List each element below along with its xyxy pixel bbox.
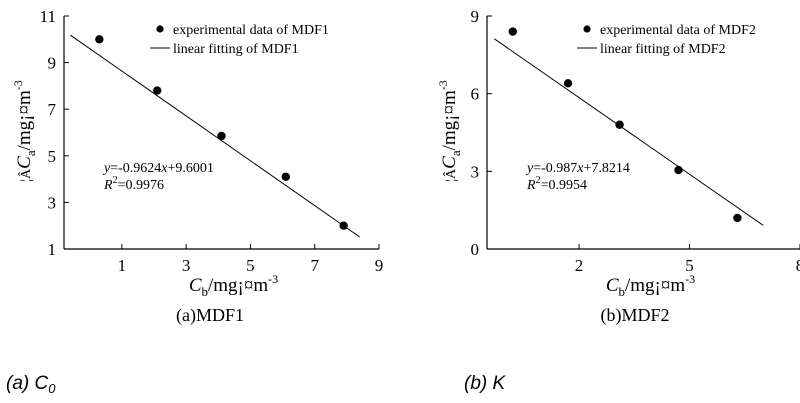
data-point [153, 86, 162, 95]
y-tick-label: 5 [48, 147, 57, 166]
x-tick-label: 9 [375, 256, 384, 275]
data-point [508, 27, 517, 36]
fit-equation: y=-0.9624x+9.6001 [102, 161, 214, 176]
panel-label-a: (a) C0 [6, 373, 56, 396]
legend-entry-points: experimental data of MDF2 [600, 23, 756, 38]
legend-entry-line: linear fitting of MDF2 [600, 42, 726, 57]
y-axis-label: ¦ÂCa/mg¡¤m-3 [11, 80, 38, 182]
data-point [674, 165, 683, 175]
x-tick-label: 5 [246, 256, 255, 275]
x-axis-label: Cb/mg¡¤m-3 [189, 272, 278, 299]
data-point [733, 213, 742, 223]
x-tick-label: 7 [310, 256, 319, 275]
x-axis-label: Cb/mg¡¤m-3 [606, 272, 695, 299]
r-squared: R2=0.9954 [526, 175, 587, 193]
data-point [563, 79, 573, 88]
r-squared: R2=0.9976 [103, 175, 164, 193]
y-tick-label: 1 [48, 240, 57, 259]
y-tick-label: 3 [48, 193, 57, 212]
x-tick-label: 2 [575, 256, 584, 275]
data-point [281, 172, 290, 181]
legend-marker-points [156, 25, 164, 33]
chart-caption: (b)MDF2 [600, 305, 669, 326]
legend-marker-points [583, 25, 591, 33]
data-point [95, 35, 104, 44]
y-tick-label: 11 [40, 7, 56, 26]
data-point [217, 131, 226, 141]
y-tick-label: 9 [471, 7, 480, 26]
chart-panel-2: 0 3 6 9 2 5 8 experimental data of MDF2 linear f… [436, 7, 800, 326]
legend-entry-line: linear fitting of MDF1 [173, 42, 299, 57]
fit-equation: y=-0.987x+7.8214 [525, 161, 630, 176]
x-tick-label: 1 [118, 256, 127, 275]
fit-line [70, 34, 361, 238]
x-tick-label: 5 [685, 256, 694, 275]
y-tick-label: 9 [48, 54, 57, 73]
y-tick-label: 6 [471, 85, 480, 104]
panel-label-b: (b) K [464, 373, 507, 394]
chart-caption: (a)MDF1 [176, 305, 244, 326]
y-tick-label: 0 [471, 240, 480, 259]
data-point [339, 221, 348, 230]
y-tick-label: 3 [471, 162, 480, 181]
fit-line [494, 38, 764, 226]
y-tick-label: 7 [48, 100, 57, 119]
data-point [615, 120, 624, 129]
legend-entry-points: experimental data of MDF1 [173, 23, 329, 38]
y-axis-label: ¦ÂCa/mg¡¤m-3 [436, 80, 463, 182]
x-tick-label: 3 [182, 256, 191, 275]
x-tick-label: 8 [796, 256, 800, 275]
